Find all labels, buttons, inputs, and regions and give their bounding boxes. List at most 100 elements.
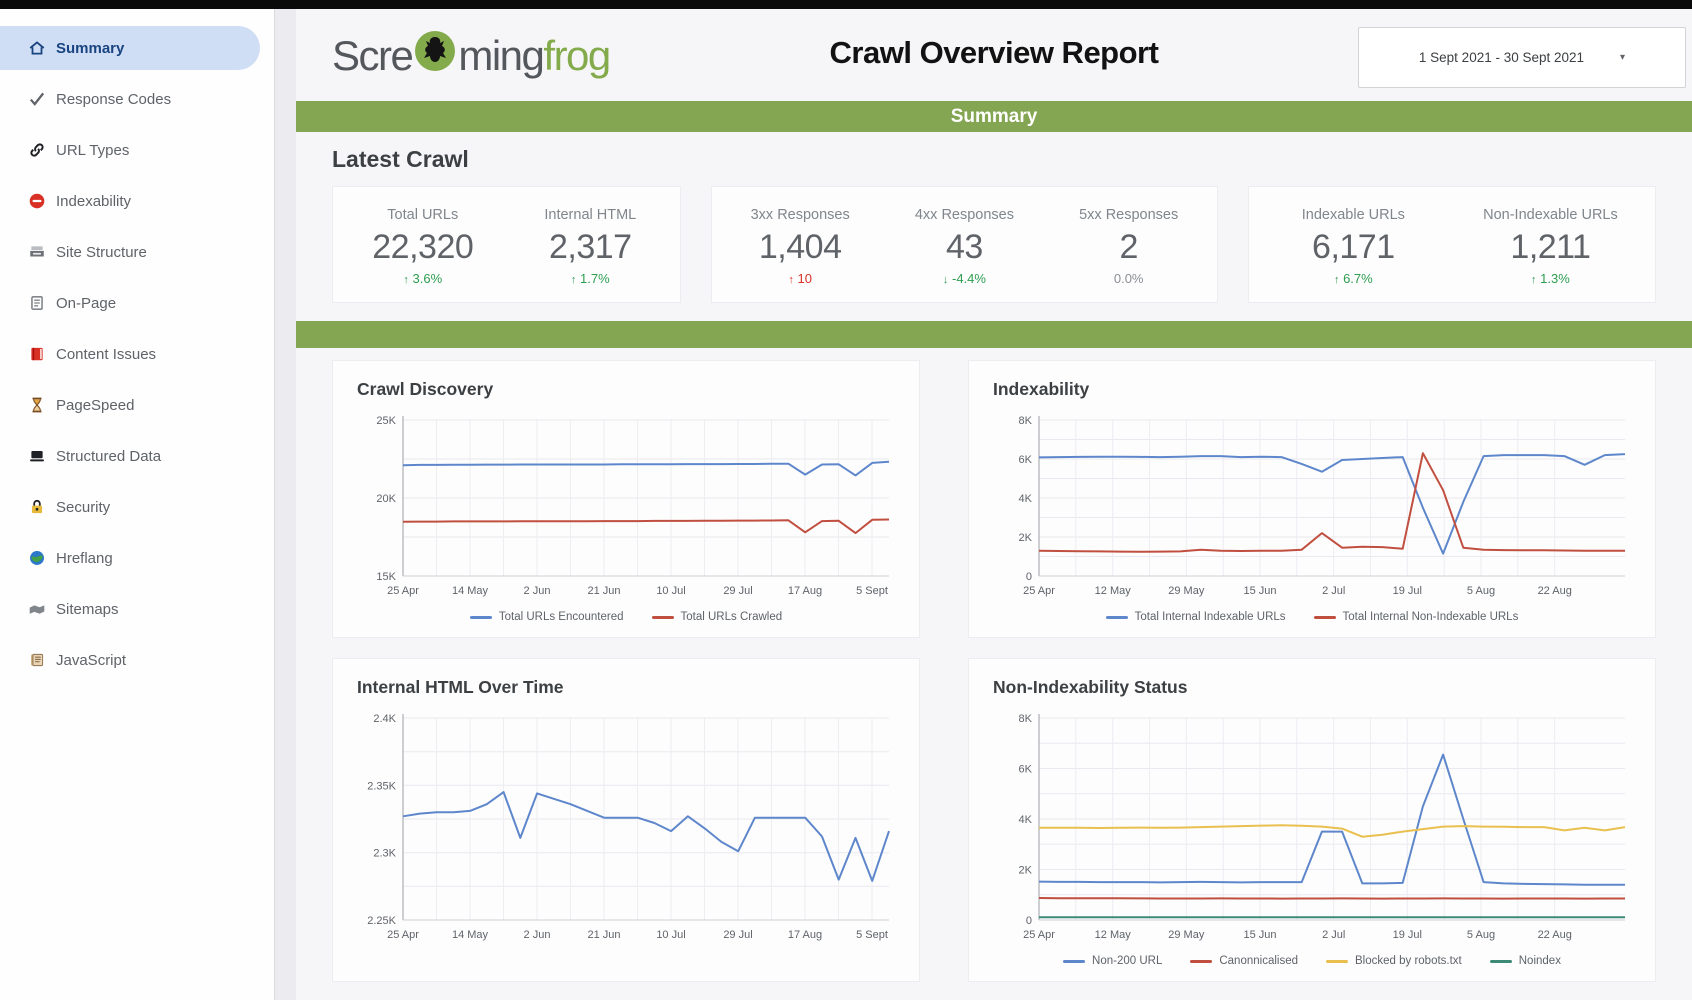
svg-text:2 Jun: 2 Jun	[524, 929, 551, 941]
delta-arrow-icon: ↑	[570, 274, 577, 286]
non-indexability-status-plot-area: 0 2K 4K 6K 8K 25 Apr 12 May 29 May 15 Jun 2 Jul 19…	[993, 708, 1631, 951]
delta-value: 1.3%	[1540, 271, 1570, 286]
scroll-icon	[28, 651, 46, 669]
svg-text:25K: 25K	[376, 415, 396, 427]
sidebar-item-label: JavaScript	[56, 651, 127, 669]
delta-arrow-icon: ↑	[1531, 274, 1537, 286]
latest-crawl-section: Latest Crawl Total URLs 22,320 ↑ 3.6% Inter…	[296, 146, 1692, 303]
svg-text:0: 0	[1026, 571, 1032, 583]
svg-text:12 May: 12 May	[1095, 585, 1132, 597]
svg-text:19 Jul: 19 Jul	[1393, 929, 1422, 941]
delta-arrow-icon: ↑	[403, 274, 409, 286]
chevron-down-icon: ▾	[1620, 52, 1626, 63]
sidebar-item-structured-data[interactable]: Structured Data	[0, 434, 260, 478]
crawl-discovery-plot-area: 15K 20K 25K 25 Apr 14 May 2 Jun 21 Jun 10 Jul 29…	[357, 410, 895, 607]
svg-text:5 Sept: 5 Sept	[856, 929, 888, 941]
document-icon	[28, 294, 46, 312]
metric-label: Total URLs	[387, 207, 459, 223]
svg-text:2.25K: 2.25K	[367, 915, 396, 927]
sidebar-item-label: Hreflang	[56, 549, 113, 567]
svg-text:25 Apr: 25 Apr	[1023, 929, 1055, 941]
svg-text:5 Aug: 5 Aug	[1467, 929, 1495, 941]
sidebar-item-label: Site Structure	[56, 243, 147, 261]
legend-label: Total URLs Crawled	[680, 611, 783, 623]
svg-text:12 May: 12 May	[1095, 929, 1132, 941]
chart-legend: Total URLs Encountered Total URLs Crawled	[357, 611, 895, 627]
sidebar-item-content-issues[interactable]: Content Issues	[0, 332, 260, 376]
hourglass-icon	[28, 396, 46, 414]
metric-value: 43	[946, 228, 983, 266]
metric-delta: 0.0%	[1047, 271, 1211, 286]
chart-title: Non-Indexability Status	[993, 677, 1188, 697]
legend-label: Non-200 URL	[1092, 955, 1163, 967]
delta-arrow-icon: ↑	[788, 274, 794, 286]
report-canvas: Scre ming frog Crawl Overview Report 1 Sep…	[296, 9, 1692, 1000]
metric-label: 3xx Responses	[750, 207, 850, 223]
metric-delta: ↑ 6.7%	[1255, 271, 1452, 286]
delta-value: 3.6%	[412, 271, 443, 286]
svg-text:29 Jul: 29 Jul	[723, 929, 752, 941]
legend-swatch-icon	[1105, 615, 1128, 619]
sidebar-item-label: Security	[56, 498, 111, 516]
legend-label: Blocked by robots.txt	[1355, 955, 1462, 967]
svg-text:25 Apr: 25 Apr	[387, 929, 419, 941]
svg-text:22 Aug: 22 Aug	[1538, 929, 1572, 941]
metric-delta: ↑ 1.3%	[1452, 271, 1649, 286]
legend-item: Canonnicalised	[1190, 955, 1298, 967]
sidebar-item-summary[interactable]: Summary	[0, 26, 260, 70]
delta-value: 6.7%	[1343, 271, 1373, 286]
legend-item: Non-200 URL	[1063, 955, 1162, 967]
delta-value: 0.0%	[1113, 271, 1144, 286]
sidebar-item-sitemaps[interactable]: Sitemaps	[0, 587, 260, 631]
svg-text:29 Jul: 29 Jul	[723, 585, 752, 597]
svg-text:2 Jul: 2 Jul	[1322, 585, 1345, 597]
sidebar-item-pagespeed[interactable]: PageSpeed	[0, 383, 260, 427]
svg-text:4K: 4K	[1019, 493, 1033, 505]
sidebar-item-label: On-Page	[56, 294, 117, 312]
sidebar-item-javascript[interactable]: JavaScript	[0, 638, 260, 682]
svg-text:2.3K: 2.3K	[373, 848, 396, 860]
svg-text:25 Apr: 25 Apr	[1023, 585, 1055, 597]
metric-internal-html: Internal HTML 2,317 ↑ 1.7%	[507, 207, 675, 286]
svg-text:21 Jun: 21 Jun	[587, 929, 620, 941]
svg-text:15 Jun: 15 Jun	[1243, 929, 1276, 941]
sidebar-item-response-codes[interactable]: Response Codes	[0, 77, 260, 121]
svg-text:25 Apr: 25 Apr	[387, 585, 419, 597]
metric-label: 5xx Responses	[1079, 207, 1179, 223]
sidebar-item-label: Summary	[56, 39, 125, 57]
indexability-plot: 0 2K 4K 6K 8K 25 Apr 12 May 29 May 15 Jun 2 Jul 19…	[1019, 415, 1626, 597]
svg-text:8K: 8K	[1019, 415, 1033, 427]
red-book-icon	[28, 345, 46, 363]
sidebar-item-on-page[interactable]: On-Page	[0, 281, 260, 325]
svg-text:15K: 15K	[376, 571, 396, 583]
svg-text:2K: 2K	[1019, 532, 1033, 544]
svg-text:20K: 20K	[376, 493, 396, 505]
svg-text:14 May: 14 May	[452, 585, 489, 597]
legend-swatch-icon	[651, 615, 674, 619]
svg-text:17 Aug: 17 Aug	[788, 929, 822, 941]
sidebar-item-site-structure[interactable]: Site Structure	[0, 230, 260, 274]
home-icon	[28, 39, 46, 57]
svg-text:5 Sept: 5 Sept	[856, 585, 888, 597]
svg-text:19 Jul: 19 Jul	[1393, 585, 1422, 597]
legend-label: Total Internal Non-Indexable URLs	[1342, 611, 1519, 623]
metric-indexable-urls: Indexable URLs 6,171 ↑ 6.7%	[1255, 207, 1452, 286]
legend-swatch-icon	[1489, 959, 1512, 963]
delta-arrow-icon: ↓	[942, 274, 949, 286]
scorecard: Indexable URLs 6,171 ↑ 6.7% Non-Indexable U…	[1247, 186, 1656, 303]
svg-text:2 Jul: 2 Jul	[1322, 929, 1345, 941]
sidebar-item-hreflang[interactable]: Hreflang	[0, 536, 260, 580]
page-title: Crawl Overview Report	[829, 35, 1159, 70]
logo-text-ming: ming	[458, 32, 545, 79]
svg-text:15 Jun: 15 Jun	[1243, 585, 1276, 597]
sidebar-item-security[interactable]: Security	[0, 485, 260, 529]
chart-title: Internal HTML Over Time	[357, 677, 564, 697]
sidebar-item-label: PageSpeed	[56, 396, 135, 414]
chart-legend: Non-200 URL Canonnicalised Blocked by robo…	[993, 955, 1631, 971]
sidebar-item-indexability[interactable]: Indexability	[0, 179, 260, 223]
metric-value: 22,320	[372, 228, 474, 266]
date-range-selector[interactable]: 1 Sept 2021 - 30 Sept 2021 ▾	[1358, 27, 1686, 88]
chart-title: Crawl Discovery	[357, 379, 494, 399]
logo-text-frog: frog	[543, 32, 611, 79]
sidebar-item-url-types[interactable]: URL Types	[0, 128, 260, 172]
